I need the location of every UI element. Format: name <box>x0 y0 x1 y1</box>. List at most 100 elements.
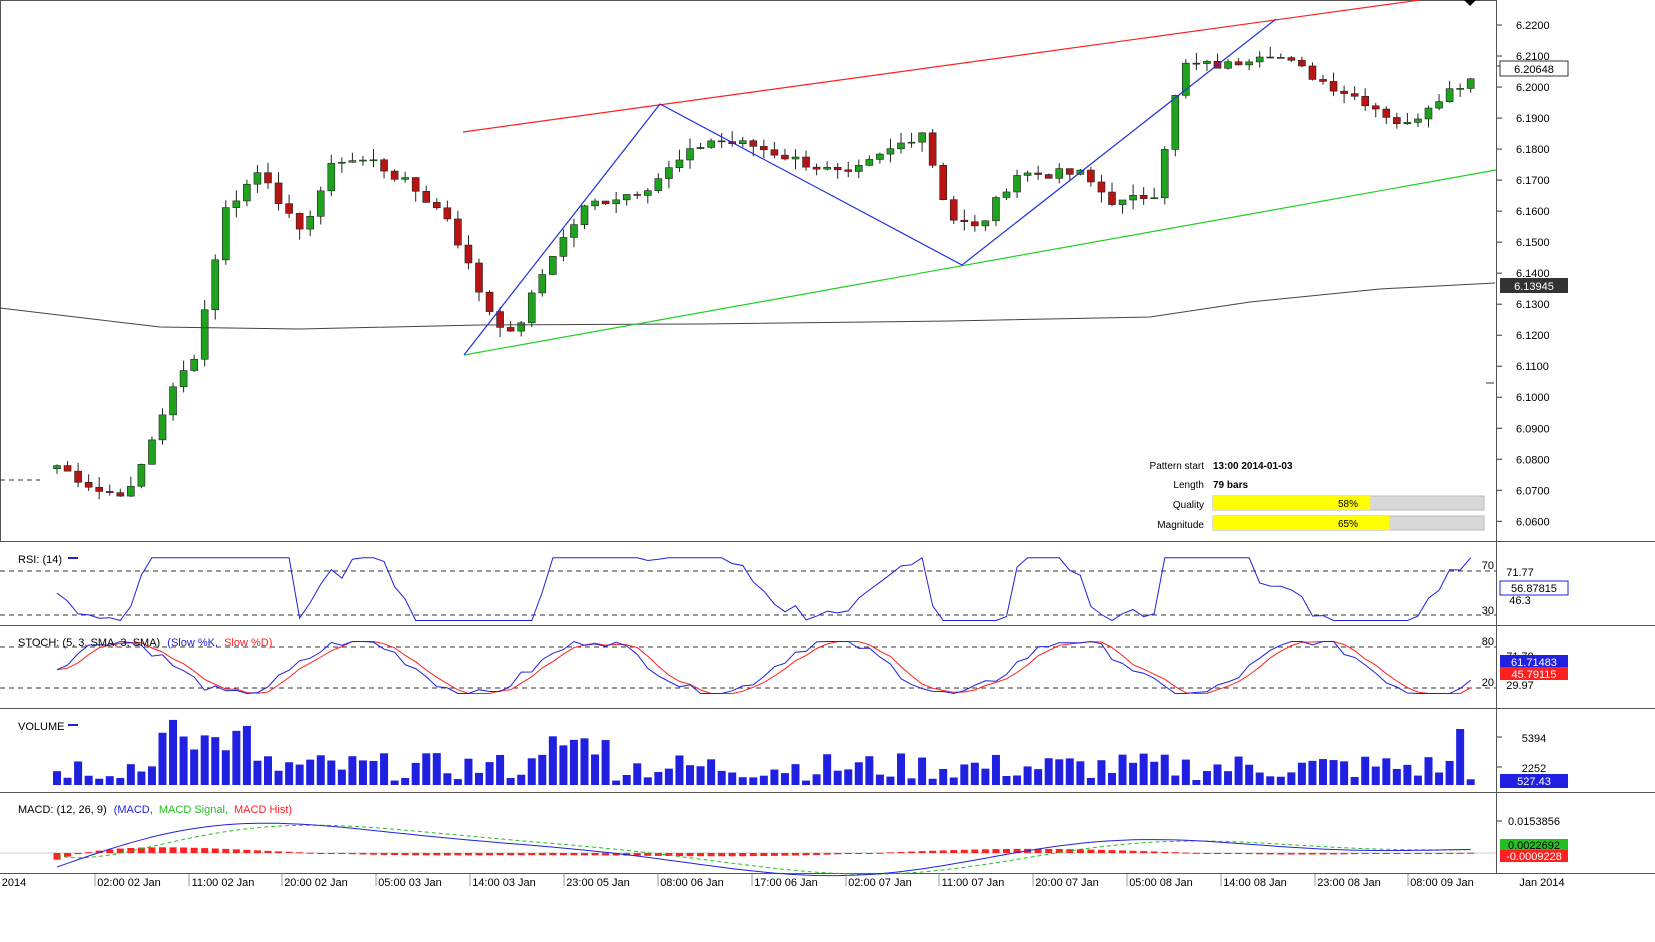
macd-hist-bar <box>1171 852 1179 854</box>
macd-hist-bar <box>855 853 863 854</box>
candle-down <box>1329 81 1338 92</box>
candle-down <box>1361 95 1369 107</box>
macd-hist-bar <box>1414 853 1422 854</box>
volume-bar <box>475 772 483 785</box>
candle-up <box>359 159 367 162</box>
candle-down <box>971 221 979 227</box>
macd-hist-bar <box>528 853 536 856</box>
macd-hist-bar <box>1203 853 1211 854</box>
candle-up <box>738 140 747 144</box>
volume-bar <box>1276 776 1285 785</box>
macd-hist-bar <box>243 849 251 853</box>
macd-hist-bar <box>169 847 177 853</box>
macd-hist-bar <box>781 853 789 856</box>
candle-up <box>854 165 863 172</box>
macd-hist-bar <box>85 852 93 854</box>
candle-up <box>253 172 262 185</box>
candle-up <box>1403 122 1412 125</box>
time-axis-label: 05:00 03 Jan <box>378 877 442 889</box>
candle-up <box>369 159 378 162</box>
macd-hist-bar <box>359 853 367 855</box>
macd-title: MACD: (12, 26, 9) (MACD, MACD Signal, MA… <box>18 804 292 816</box>
macd-hist-bar <box>370 853 377 855</box>
candle-up <box>665 167 673 179</box>
main-price-panel: 6.2200 6.2100 6.2000 6.1900 6.1800 6.1700 6.16… <box>0 0 1550 528</box>
macd-hist-bar <box>1425 853 1432 854</box>
price-axis-tick-label: 6.2100 <box>1516 51 1550 63</box>
time-axis-label: 14:00 03 Jan <box>472 877 536 889</box>
volume-bar <box>147 766 156 785</box>
candle-up <box>1160 149 1169 199</box>
volume-title: VOLUME <box>18 721 64 733</box>
time-axis-label: 02:00 02 Jan <box>97 877 161 889</box>
volume-bar <box>707 759 716 785</box>
macd-hist-bar <box>697 853 705 857</box>
volume-bar <box>358 760 367 785</box>
macd-hist-bar <box>886 852 894 854</box>
volume-bar <box>1097 760 1106 785</box>
macd-hist-bar <box>633 853 641 856</box>
macd-hist-bar <box>1140 851 1148 853</box>
volume-bar <box>696 766 705 785</box>
volume-bar <box>137 771 146 785</box>
macd-hist-bar <box>1119 850 1127 853</box>
volume-bar <box>1202 771 1211 785</box>
volume-tick-low-label: 2252 <box>1522 763 1546 775</box>
scroll-marker-icon[interactable] <box>1464 0 1476 6</box>
macd-hist-bar <box>159 847 166 853</box>
macd-hist-bar <box>792 853 799 856</box>
candle-up <box>348 160 357 163</box>
volume-bar <box>1076 761 1085 785</box>
volume-bar <box>854 762 863 785</box>
rsi-title: RSI: (14) <box>18 554 62 566</box>
time-axis-label: Jan 2014 <box>1519 877 1564 889</box>
macd-hist-bar <box>1403 853 1411 854</box>
macd-hist-bar <box>950 850 958 853</box>
candle-up <box>886 148 895 155</box>
volume-bar <box>970 762 979 785</box>
candle-up <box>622 194 631 201</box>
time-axis-label: 17:00 06 Jan <box>754 877 818 889</box>
macd-hist-bar <box>306 852 314 854</box>
candle-up <box>222 207 230 261</box>
macd-hist-bar <box>1319 853 1327 855</box>
volume-bar <box>443 773 452 785</box>
macd-hist-bar <box>64 853 72 857</box>
candle-down <box>928 132 937 166</box>
candle-down <box>1234 61 1243 66</box>
candle-up <box>338 161 346 164</box>
volume-bar <box>643 777 652 785</box>
volume-bar <box>1118 754 1127 785</box>
volume-bar <box>802 780 811 785</box>
candle-down <box>717 140 726 143</box>
candle-up <box>243 183 251 202</box>
macd-hist-bar <box>665 853 673 856</box>
volume-bar <box>1234 756 1243 785</box>
candle-up <box>981 220 990 227</box>
candle-down <box>454 218 462 246</box>
volume-bar <box>200 735 209 785</box>
macd-hist-bar <box>401 853 409 856</box>
candle-up <box>190 358 198 371</box>
candle-up <box>918 132 926 143</box>
candle-down <box>781 154 789 160</box>
volume-bar <box>285 762 294 785</box>
volume-bar <box>569 739 578 785</box>
macd-hist-bar <box>1435 853 1443 854</box>
macd-hist-bar <box>106 849 114 853</box>
candle-down <box>464 244 473 264</box>
candle-down <box>496 311 504 328</box>
macd-hist-bar <box>1045 848 1053 853</box>
pattern-length-value: 79 bars <box>1213 480 1248 491</box>
volume-bar <box>126 764 135 785</box>
macd-hist-bar <box>981 849 989 853</box>
candle-up <box>1435 101 1443 109</box>
macd-hist-bar <box>1256 853 1264 855</box>
macd-hist-bar <box>148 847 156 853</box>
macd-hist-bar <box>1192 852 1200 854</box>
candle-down <box>749 140 758 147</box>
macd-hist-bar <box>201 848 209 853</box>
candle-down <box>1350 93 1359 97</box>
volume-bar <box>580 738 589 785</box>
